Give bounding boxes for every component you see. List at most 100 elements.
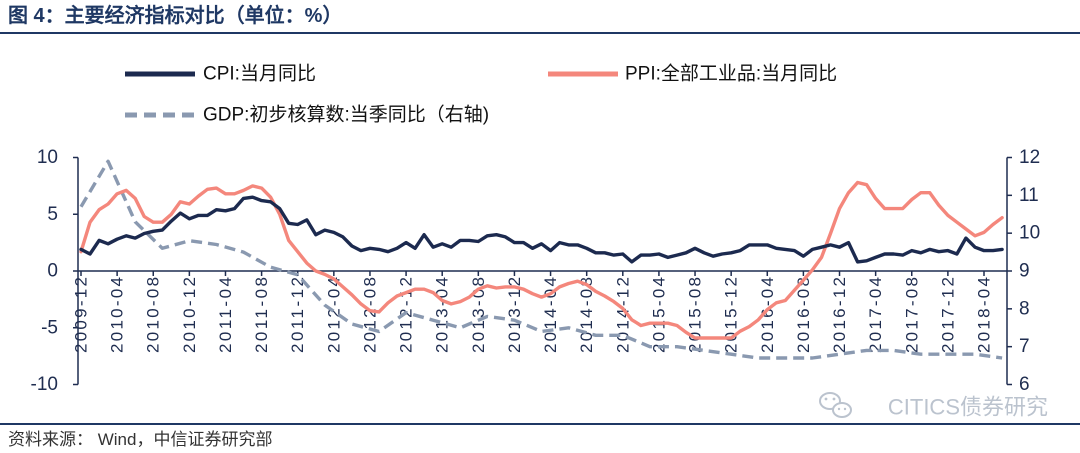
x-tick-label: 2013-04 — [433, 277, 452, 353]
data-point-gdp — [892, 349, 895, 352]
data-point-cpi — [901, 253, 904, 256]
wechat-icon-bubble-small — [832, 402, 852, 418]
x-tick-label: 2011-12 — [288, 277, 307, 353]
y-left-tick-label: 5 — [47, 204, 58, 225]
data-point-ppi — [422, 288, 425, 291]
title-divider — [0, 32, 1080, 34]
data-point-gdp — [404, 311, 407, 314]
data-point-cpi — [368, 247, 371, 250]
data-point-cpi — [432, 246, 435, 249]
data-point-ppi — [224, 192, 227, 195]
data-point-cpi — [477, 240, 480, 243]
data-point-gdp — [215, 243, 218, 246]
data-point-cpi — [468, 239, 471, 242]
data-point-gdp — [486, 315, 489, 318]
data-point-ppi — [413, 288, 416, 291]
data-point-ppi — [179, 200, 182, 203]
data-point-cpi — [739, 249, 742, 252]
data-point-ppi — [928, 191, 931, 194]
data-point-cpi — [612, 253, 615, 256]
data-point-cpi — [766, 243, 769, 246]
data-point-cpi — [341, 235, 344, 238]
x-tick-label: 2016-08 — [794, 277, 813, 353]
data-point-cpi — [233, 207, 236, 210]
data-point-cpi — [621, 252, 624, 255]
data-point-ppi — [793, 289, 796, 292]
series-line-gdp — [79, 159, 1003, 360]
data-point-gdp — [134, 220, 137, 223]
data-point-cpi — [793, 249, 796, 252]
data-point-ppi — [919, 191, 922, 194]
data-point-ppi — [901, 207, 904, 210]
legend-item-ppi: PPI:全部工业品:当月同比 — [548, 63, 837, 85]
data-point-cpi — [856, 260, 859, 263]
data-point-ppi — [115, 192, 118, 195]
data-point-gdp — [323, 303, 326, 306]
data-point-cpi — [802, 255, 805, 258]
data-point-cpi — [504, 235, 507, 238]
data-point-gdp — [757, 356, 760, 359]
data-point-ppi — [152, 221, 155, 224]
data-point-cpi — [486, 234, 489, 237]
data-point-ppi — [838, 207, 841, 210]
data-point-ppi — [97, 208, 100, 211]
data-point-ppi — [630, 318, 633, 321]
data-point-cpi — [522, 241, 525, 244]
data-point-cpi — [937, 250, 940, 253]
y-right-tick-label: 10 — [1019, 223, 1040, 244]
data-point-cpi — [251, 196, 254, 199]
data-point-ppi — [567, 282, 570, 285]
data-point-cpi — [459, 239, 462, 242]
data-point-cpi — [125, 234, 128, 237]
x-tick-label: 2016-04 — [758, 277, 777, 353]
data-point-ppi — [775, 301, 778, 304]
data-point-ppi — [468, 295, 471, 298]
data-point-cpi — [811, 248, 814, 251]
data-point-ppi — [233, 192, 236, 195]
data-point-ppi — [332, 277, 335, 280]
data-point-cpi — [179, 211, 182, 214]
data-point-ppi — [973, 234, 976, 237]
data-point-ppi — [296, 250, 299, 253]
data-point-cpi — [567, 243, 570, 246]
data-point-cpi — [404, 241, 407, 244]
data-point-cpi — [197, 214, 200, 217]
data-point-cpi — [639, 253, 642, 256]
data-point-ppi — [477, 288, 480, 291]
x-tick-label: 2015-08 — [686, 277, 705, 353]
x-tick-label: 2015-12 — [722, 277, 741, 353]
data-point-cpi — [757, 243, 760, 246]
x-tick-label: 2015-04 — [649, 277, 668, 353]
data-point-ppi — [386, 301, 389, 304]
data-point-cpi — [441, 242, 444, 245]
data-point-ppi — [531, 292, 534, 295]
data-point-cpi — [377, 248, 380, 251]
data-point-cpi — [422, 233, 425, 236]
data-point-cpi — [395, 247, 398, 250]
data-point-ppi — [657, 322, 660, 325]
data-point-cpi — [829, 243, 832, 246]
data-point-cpi — [838, 246, 841, 249]
data-point-cpi — [883, 252, 886, 255]
data-point-ppi — [802, 278, 805, 281]
data-point-cpi — [97, 239, 100, 242]
data-point-ppi — [757, 318, 760, 321]
x-tick-label: 2009-12 — [72, 277, 91, 353]
data-point-ppi — [675, 324, 678, 327]
legend-item-gdp: GDP:初步核算数:当季同比（右轴) — [125, 104, 489, 126]
data-point-ppi — [522, 288, 525, 291]
x-tick-label: 2017-08 — [902, 277, 921, 353]
y-right-tick-label: 8 — [1019, 298, 1030, 319]
data-point-ppi — [639, 324, 642, 327]
data-point-ppi — [251, 184, 254, 187]
data-point-cpi — [495, 233, 498, 236]
data-point-cpi — [323, 228, 326, 231]
data-point-cpi — [666, 256, 669, 259]
data-point-gdp — [567, 326, 570, 329]
data-point-cpi — [359, 249, 362, 252]
data-point-ppi — [648, 322, 651, 325]
data-point-gdp — [432, 319, 435, 322]
data-point-ppi — [513, 285, 516, 288]
source-note: 资料来源： Wind，中信证券研究部 — [8, 430, 273, 449]
data-point-cpi — [775, 247, 778, 250]
